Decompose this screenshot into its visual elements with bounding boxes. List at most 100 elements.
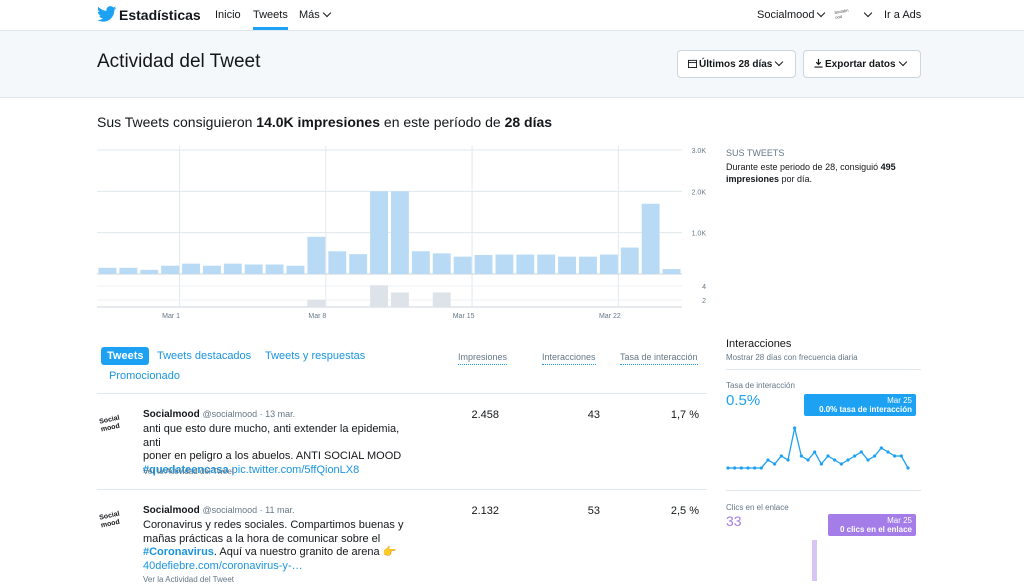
tweets-summary-heading: SUS TWEETS xyxy=(726,148,785,158)
impressions-bar xyxy=(202,265,221,274)
tweet-line: anti que esto dure mucho, anti extender … xyxy=(143,423,400,449)
x-tick-label: Mar 22 xyxy=(599,313,621,320)
tweets-summary-text: Durante este periodo de 28, consiguió 49… xyxy=(726,161,926,185)
impressions-bar xyxy=(579,256,597,274)
impressions-bar xyxy=(474,254,493,274)
tweet-line: mañas prácticas a la hora de comunicar s… xyxy=(143,532,381,545)
account-name: Socialmood xyxy=(757,9,815,21)
clicks-label: Clics en el enlace xyxy=(726,503,789,512)
summary-pre: Sus Tweets consiguieron xyxy=(97,114,257,130)
divider xyxy=(726,490,921,491)
impressions-bar xyxy=(453,256,472,274)
twitter-bird-icon[interactable] xyxy=(97,6,117,22)
tweet-text: anti que esto dure mucho, anti extender … xyxy=(143,423,408,477)
impressions-bar xyxy=(265,264,284,274)
view-activity-link[interactable]: Ver la Actividad del Tweet xyxy=(143,575,235,584)
y-tick-label: 2.0K xyxy=(692,189,707,196)
rate-point xyxy=(839,462,843,466)
download-icon xyxy=(814,59,823,68)
view-activity-link[interactable]: Ver la Actividad del Tweet xyxy=(143,467,235,476)
ads-link[interactable]: Ir a Ads xyxy=(884,9,922,21)
tweet-meta: @socialmood · 11 mar. xyxy=(202,505,295,515)
impressions-bar xyxy=(161,265,180,274)
summary-impressions: 14.0K impresiones xyxy=(256,114,381,130)
clicks-bar xyxy=(812,540,817,581)
tweets-summary-panel: SUS TWEETS Durante este periodo de 28, c… xyxy=(726,148,926,185)
impressions-bar xyxy=(98,267,117,274)
column-impressions[interactable]: Impresiones xyxy=(458,352,508,365)
tweet-text: Coronavirus y redes sociales. Compartimo… xyxy=(143,519,408,573)
interactions-panel: Interacciones Mostrar 28 días con frecue… xyxy=(726,338,922,362)
impressions-bar xyxy=(599,254,618,274)
rate-point xyxy=(886,450,890,454)
rate-value: 0.5% xyxy=(726,392,761,409)
interactions-value: 43 xyxy=(587,409,600,421)
nav-inicio[interactable]: Inicio xyxy=(215,9,241,21)
interactions-subtitle: Mostrar 28 días con frecuencia diaria xyxy=(726,353,858,362)
impressions-summary: Sus Tweets consiguieron 14.0K impresione… xyxy=(97,114,552,130)
rate-point xyxy=(739,466,743,470)
rate-point xyxy=(733,466,737,470)
summary-text-value: 495 impresiones xyxy=(726,162,896,184)
impressions-bar xyxy=(391,191,409,274)
rate-point xyxy=(879,446,883,450)
rate-tooltip-text: 0.0% tasa de interacción xyxy=(819,405,912,414)
avatar: Social mood xyxy=(98,414,121,434)
hashtag-link[interactable]: #Coronavirus xyxy=(143,546,214,558)
date-range-button[interactable]: Últimos 28 días xyxy=(677,50,796,78)
tab-tweets-destacados[interactable]: Tweets destacados xyxy=(157,350,252,362)
tweet-meta: @socialmood · 13 mar. xyxy=(202,409,296,419)
rate-label: Tasa de interacción xyxy=(726,381,795,390)
clicks-tooltip: Mar 25 0 clics en el enlace xyxy=(828,514,916,536)
impressions-bar xyxy=(370,191,388,274)
summary-mid: en este período de xyxy=(380,114,505,130)
nav-tweets[interactable]: Tweets xyxy=(253,9,288,30)
rate-point xyxy=(726,466,730,470)
rate-point xyxy=(846,458,850,462)
summary-text-pre: Durante este periodo de 28, consiguió xyxy=(726,162,881,172)
avatar-menu-chevron-icon[interactable] xyxy=(863,8,873,18)
brand-title[interactable]: Estadísticas xyxy=(119,7,201,23)
article-link[interactable]: 40defiebre.com/coronavirus-y-… xyxy=(143,559,303,572)
engagement-bar xyxy=(391,292,409,307)
hashtag-link[interactable]: #quedateencasa xyxy=(143,463,229,476)
export-label: Exportar datos xyxy=(825,59,896,70)
interactions-title: Interacciones xyxy=(726,338,792,350)
tab-promocionado[interactable]: Promocionado xyxy=(109,370,180,382)
table-row[interactable]: Social mood Socialmood @socialmood · 11 m… xyxy=(97,505,707,584)
tab-tweets[interactable]: Tweets xyxy=(101,347,150,365)
export-data-button[interactable]: Exportar datos xyxy=(803,50,921,78)
tab-tweets-respuestas[interactable]: Tweets y respuestas xyxy=(265,350,366,362)
y-tick-label: 1.0K xyxy=(692,231,707,238)
column-engagement-rate[interactable]: Tasa de interacción xyxy=(620,352,698,365)
divider xyxy=(726,369,921,370)
column-interactions[interactable]: Interacciones xyxy=(542,352,596,365)
rate-line xyxy=(728,427,909,469)
account-avatar[interactable]: Socialm ood xyxy=(833,7,849,20)
date-range-label: Últimos 28 días xyxy=(699,59,773,70)
impressions-bar xyxy=(244,264,263,274)
account-menu[interactable]: Socialmood xyxy=(757,8,826,21)
chevron-down-icon xyxy=(775,57,784,67)
rate-point xyxy=(826,454,830,458)
author-name: Socialmood xyxy=(143,409,200,420)
impressions-bar xyxy=(662,269,681,274)
tweet-line: #Coronavirus. Aquí va nuestro granito de… xyxy=(143,546,408,560)
impressions-bar xyxy=(495,254,514,274)
impressions-bar xyxy=(620,247,639,274)
calendar-icon xyxy=(688,59,697,68)
nav-mas[interactable]: Más xyxy=(299,8,332,21)
table-row[interactable]: Social mood Socialmood @socialmood · 13 m… xyxy=(97,409,707,487)
tweet-line: #quedateencasa pic.twitter.com/5ffQionLX… xyxy=(143,464,408,478)
x-tick-label: Mar 8 xyxy=(308,313,326,320)
rate-point xyxy=(853,454,857,458)
impressions-bar xyxy=(223,263,242,274)
impressions-bar xyxy=(182,263,200,274)
engagement-tick-label: 2 xyxy=(702,298,706,305)
pic-link[interactable]: pic.twitter.com/5ffQionLX8 xyxy=(228,463,360,476)
divider xyxy=(97,489,707,490)
x-tick-label: Mar 15 xyxy=(453,313,475,320)
rate-point xyxy=(859,450,863,454)
clicks-value: 33 xyxy=(726,513,742,529)
impressions-value: 2.132 xyxy=(471,505,499,517)
